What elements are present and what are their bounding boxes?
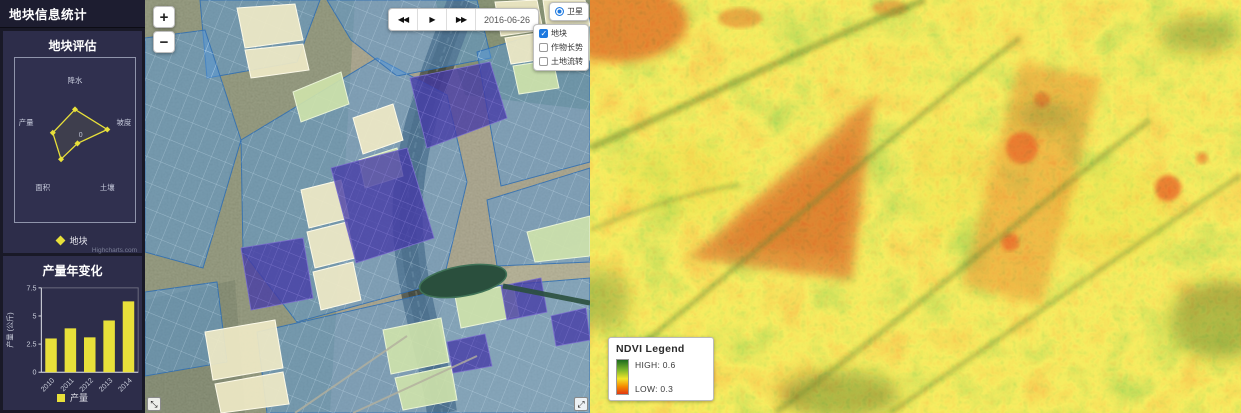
ndvi-low-label: LOW: 0.3 [635,384,674,394]
radar-axis-label: 面积 [35,183,50,192]
radar-point-marker[interactable] [104,126,111,133]
layer-row-地块[interactable]: 地块 [539,28,583,39]
ndvi-gradient-swatch [616,359,629,395]
checkbox-unchecked-icon[interactable] [539,57,548,66]
y-tick-label: 2.5 [27,341,37,349]
bar-chart-panel: 产量年变化 0 2.5 5 7.5 产量 (公斤) 2010 2011 2012 2013 201… [3,256,142,410]
zoom-in-button[interactable]: + [153,6,175,28]
checkbox-checked-icon[interactable] [539,29,548,38]
ndvi-raster-panel: NDVI Legend HIGH: 0.6 LOW: 0.3 [590,0,1241,413]
y-tick-label: 7.5 [27,284,37,292]
fullscreen-icon[interactable]: ⤡ [147,397,161,411]
ndvi-legend: NDVI Legend HIGH: 0.6 LOW: 0.3 [608,337,714,401]
y-tick-label: 0 [33,369,37,377]
zoom-out-button[interactable]: − [153,31,175,53]
sidebar-title: 地块信息统计 [0,0,145,28]
bar-2012[interactable] [84,337,96,373]
layer-row-卫星[interactable]: 卫星 [555,6,583,17]
river-pond [418,263,590,306]
rewind-button[interactable]: ◀◀ [389,9,418,30]
highcharts-credit[interactable]: Highcharts.com [91,247,137,254]
satellite-map[interactable] [145,0,590,413]
radar-legend-label: 地块 [69,236,88,246]
ndvi-legend-title: NDVI Legend [616,343,685,355]
ndvi-high-label: HIGH: 0.6 [635,360,676,370]
radio-checked-icon[interactable] [555,7,564,16]
stats-sidebar: 地块信息统计 地块评估 降水 坡度 土壤 面积 产量 0 地块 Highcharts.co… [0,0,145,413]
road-line [294,335,408,413]
layer-label: 地块 [551,29,567,38]
bar-legend-label: 产量 [69,393,88,403]
bar-2014[interactable] [122,301,135,373]
date-display[interactable]: 2016-06-26 [483,14,531,25]
radar-axis-label: 降水 [68,76,83,85]
bar-2013[interactable] [103,320,115,373]
bar-legend[interactable]: 产量 [3,391,142,404]
road-line [352,355,478,413]
y-axis-title: 产量 (公斤) [6,312,15,347]
series-diamond-icon [56,235,66,246]
checkbox-unchecked-icon[interactable] [539,43,548,52]
layer-label: 作物长势 [551,43,583,52]
layer-label: 土地流转 [551,57,583,66]
radar-chart-panel: 地块评估 降水坡度土壤 面积 产量 0 地块 Highcharts.com [3,31,142,254]
bar-chart: 02.557.5产量 (公斤)2010 2011 2012 2013 2014 [6,284,139,394]
play-button[interactable]: ▶ [418,9,447,30]
bar-chart-title: 产量年变化 [42,264,103,278]
layer-row-作物长势[interactable]: 作物长势 [539,42,583,53]
series-square-icon [56,393,65,402]
layer-row-土地流转[interactable]: 土地流转 [539,56,583,67]
fast-forward-button[interactable]: ▶▶ [447,9,476,30]
radar-chart-plot: 降水坡度土壤 面积 产量 0 [14,57,136,223]
layer-label: 卫星 [567,7,583,16]
time-playback-bar: ◀◀ ▶ ▶▶ 2016-06-26 [388,8,539,31]
radar-chart-title: 地块评估 [48,39,97,53]
radar-series-polygon[interactable] [52,108,109,161]
bar-2011[interactable] [64,328,77,373]
fullscreen-icon[interactable]: ⤢ [574,397,588,411]
basemap-selector: 卫星 [549,2,589,21]
radar-axis-label: 坡度 [117,118,132,127]
y-tick-label: 5 [33,312,37,320]
radar-center-label: 0 [79,132,83,139]
radar-legend[interactable]: 地块 [3,234,142,247]
bar-2010[interactable] [45,338,57,373]
radar-axis-label: 土壤 [100,183,115,192]
radar-axis-label: 产量 [19,118,34,127]
